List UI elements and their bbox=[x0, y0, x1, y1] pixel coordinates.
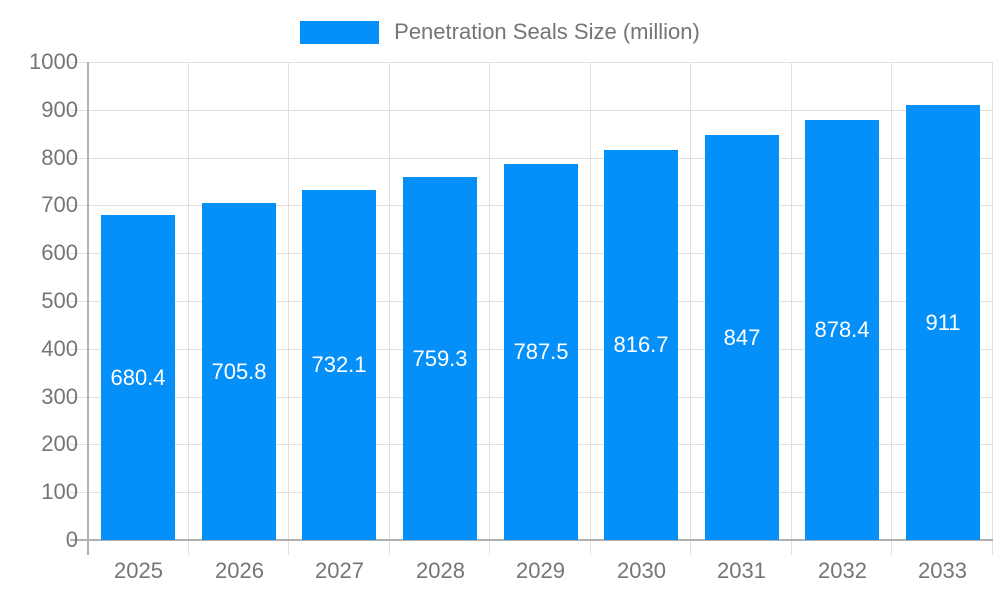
y-tick bbox=[70, 158, 88, 159]
x-tick bbox=[992, 540, 993, 555]
y-axis-tick-label: 200 bbox=[41, 431, 78, 456]
x-tick bbox=[188, 540, 189, 555]
x-tick bbox=[891, 540, 892, 555]
y-axis-tick-label: 800 bbox=[41, 145, 78, 170]
bar: 732.1 bbox=[302, 190, 376, 540]
legend: Penetration Seals Size (million) bbox=[0, 19, 1000, 45]
bar-value-label: 911 bbox=[925, 310, 961, 335]
bar: 816.7 bbox=[604, 150, 678, 540]
bar-value-label: 680.4 bbox=[110, 365, 166, 390]
bar-value-label: 705.8 bbox=[211, 359, 267, 384]
v-gridline bbox=[690, 62, 691, 540]
y-axis-tick-label: 300 bbox=[41, 384, 78, 409]
x-tick bbox=[489, 540, 490, 555]
v-gridline bbox=[288, 62, 289, 540]
x-axis-tick-label: 2031 bbox=[717, 558, 766, 583]
y-tick bbox=[70, 205, 88, 206]
v-gridline bbox=[489, 62, 490, 540]
y-axis-tick-label: 500 bbox=[41, 288, 78, 313]
x-axis-tick-label: 2028 bbox=[416, 558, 465, 583]
y-axis-tick-label: 100 bbox=[41, 479, 78, 504]
x-axis-tick-label: 2025 bbox=[114, 558, 163, 583]
bar-value-label: 847 bbox=[723, 325, 761, 350]
v-gridline bbox=[188, 62, 189, 540]
y-tick bbox=[70, 397, 88, 398]
y-axis-tick-label: 600 bbox=[41, 240, 78, 265]
y-tick bbox=[70, 62, 88, 63]
y-axis-tick-label: 1000 bbox=[29, 49, 78, 74]
x-axis-tick-label: 2029 bbox=[516, 558, 565, 583]
legend-label: Penetration Seals Size (million) bbox=[394, 19, 700, 44]
x-tick bbox=[288, 540, 289, 555]
y-axis-tick-label: 0 bbox=[65, 527, 78, 552]
x-tick bbox=[791, 540, 792, 555]
bar-value-label: 787.5 bbox=[513, 339, 569, 364]
x-axis-tick-label: 2026 bbox=[215, 558, 264, 583]
v-gridline bbox=[590, 62, 591, 540]
v-gridline bbox=[992, 62, 993, 540]
bar: 847 bbox=[705, 135, 779, 540]
x-axis-tick-label: 2030 bbox=[617, 558, 666, 583]
x-axis-tick-label: 2032 bbox=[818, 558, 867, 583]
y-tick bbox=[70, 110, 88, 111]
y-tick bbox=[70, 349, 88, 350]
bar: 705.8 bbox=[202, 203, 276, 540]
h-gridline bbox=[88, 62, 993, 63]
y-tick bbox=[70, 444, 88, 445]
bar-value-label: 878.4 bbox=[814, 317, 870, 342]
bar: 680.4 bbox=[101, 215, 175, 540]
y-axis-tick-label: 400 bbox=[41, 336, 78, 361]
plot-area: 680.4 705.8 732.1 759.3 787.5 816.7 847 878.4 91… bbox=[70, 62, 993, 555]
v-gridline bbox=[389, 62, 390, 540]
bar: 878.4 bbox=[805, 120, 879, 540]
x-axis-tick-label: 2033 bbox=[918, 558, 967, 583]
h-gridline bbox=[88, 110, 993, 111]
y-tick bbox=[70, 492, 88, 493]
v-gridline bbox=[791, 62, 792, 540]
x-tick bbox=[590, 540, 591, 555]
bar-value-label: 759.3 bbox=[412, 346, 468, 371]
x-tick bbox=[690, 540, 691, 555]
y-axis-tick-label: 700 bbox=[41, 192, 78, 217]
bar: 787.5 bbox=[504, 164, 578, 540]
legend-swatch bbox=[300, 20, 380, 44]
y-axis-line bbox=[87, 62, 89, 555]
y-tick bbox=[70, 301, 88, 302]
x-tick bbox=[389, 540, 390, 555]
x-axis-line bbox=[70, 539, 993, 541]
bar: 911 bbox=[906, 105, 980, 540]
x-axis-tick-label: 2027 bbox=[315, 558, 364, 583]
h-gridline bbox=[88, 158, 993, 159]
y-tick bbox=[70, 253, 88, 254]
bar-value-label: 816.7 bbox=[613, 332, 669, 357]
y-axis-tick-label: 900 bbox=[41, 97, 78, 122]
v-gridline bbox=[891, 62, 892, 540]
bar: 759.3 bbox=[403, 177, 477, 540]
bar-value-label: 732.1 bbox=[311, 352, 367, 377]
